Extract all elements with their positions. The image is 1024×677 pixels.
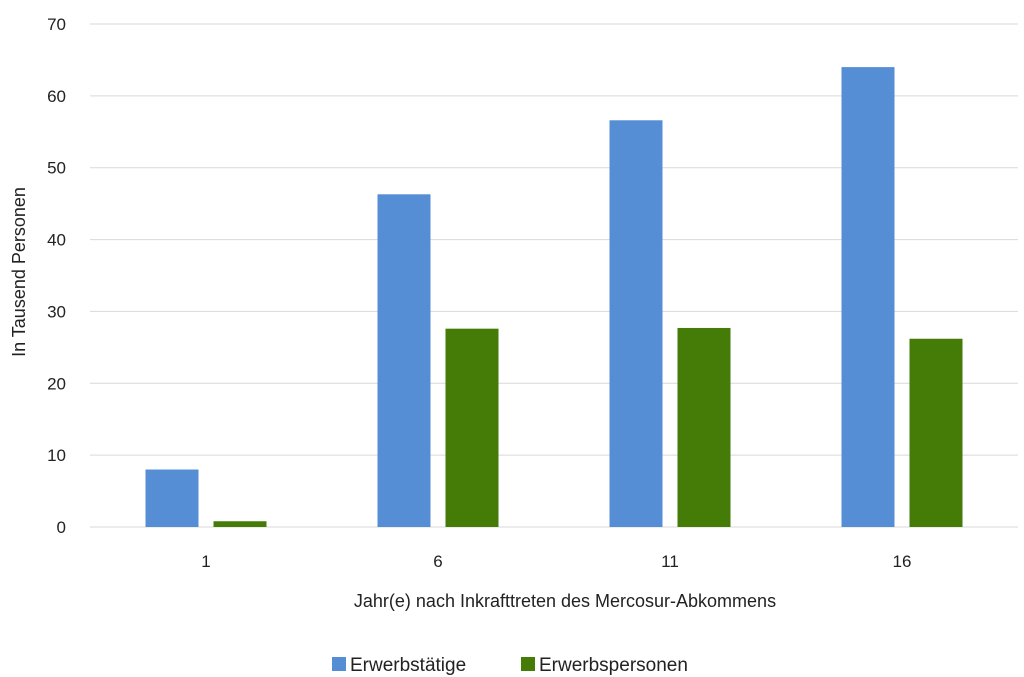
x-tick-label: 16 [893, 552, 912, 571]
x-tick-label: 1 [201, 552, 210, 571]
gridlines [90, 23, 1018, 528]
x-axis-title: Jahr(e) nach Inkrafttreten des Mercosur-… [354, 591, 776, 611]
bar-erwerbspersonen [213, 521, 267, 527]
y-tick-label: 70 [47, 15, 66, 34]
bars [145, 67, 963, 527]
bar-erwerbstaetige [145, 469, 199, 527]
y-tick-label: 0 [57, 518, 66, 537]
x-tick-label: 11 [661, 552, 679, 571]
bar-erwerbspersonen [677, 327, 731, 527]
y-axis-ticks: 0 10 20 30 40 50 60 70 [47, 15, 66, 537]
y-tick-label: 40 [47, 231, 66, 250]
bar-erwerbspersonen [445, 328, 499, 527]
x-tick-label: 6 [433, 552, 442, 571]
y-tick-label: 20 [47, 374, 66, 393]
legend-label: Erwerbspersonen [539, 655, 688, 676]
y-tick-label: 30 [47, 302, 66, 321]
bar-erwerbstaetige [377, 194, 431, 527]
bar-erwerbspersonen [909, 338, 963, 527]
legend-swatch [332, 657, 346, 671]
y-axis-title: In Tausend Personen [9, 187, 29, 357]
y-tick-label: 10 [47, 446, 66, 465]
legend-label: Erwerbstätige [350, 655, 466, 676]
x-axis-ticks: 1 6 11 16 [201, 552, 911, 571]
legend: Erwerbstätige Erwerbspersonen [332, 655, 688, 676]
legend-swatch [521, 657, 535, 671]
y-tick-label: 60 [47, 87, 66, 106]
bar-erwerbstaetige [609, 120, 663, 527]
y-tick-label: 50 [47, 159, 66, 178]
bar-erwerbstaetige [841, 67, 895, 527]
